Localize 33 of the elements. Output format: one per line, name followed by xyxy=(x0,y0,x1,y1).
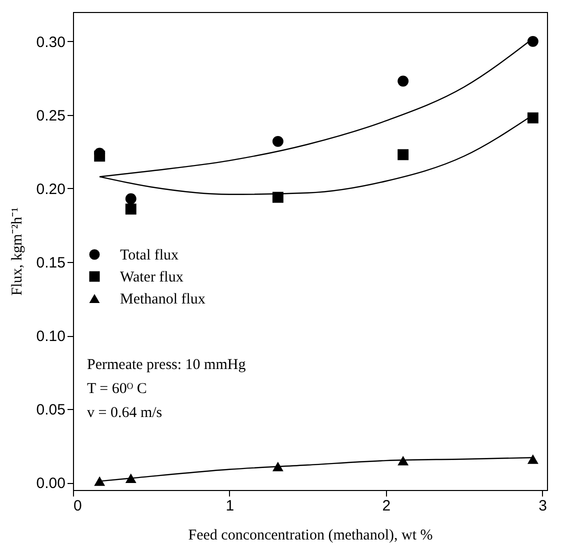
point xyxy=(398,76,409,87)
point xyxy=(272,136,284,147)
point xyxy=(527,454,538,464)
point xyxy=(272,462,284,472)
y-tick-label: 0.25 xyxy=(36,107,66,124)
annotation: Permeate press: 10 mmHg xyxy=(87,357,246,373)
y-tick-label: 0.20 xyxy=(36,180,66,198)
point xyxy=(527,112,538,124)
y-tick-label: 0.30 xyxy=(36,34,66,51)
x-tick-label: 3 xyxy=(538,498,547,514)
x-axis-title: Feed conconcentration (methanol), wt % xyxy=(188,528,433,544)
point xyxy=(398,149,409,160)
y-tick-label: 0.00 xyxy=(36,475,66,492)
x-tick-label: 2 xyxy=(382,498,391,514)
legend-label: Water flux xyxy=(120,270,184,286)
point xyxy=(398,456,409,466)
point xyxy=(94,476,106,486)
y-axis-title: Flux, kgm⁻²h⁻¹ xyxy=(9,207,26,296)
point xyxy=(125,193,136,204)
x-tick-label: 0 xyxy=(74,498,82,514)
point xyxy=(125,204,136,215)
point xyxy=(272,192,284,203)
point xyxy=(94,150,106,162)
annotation: T = 60ᴼ C xyxy=(87,381,147,397)
point xyxy=(527,36,538,47)
y-tick-label: 0.10 xyxy=(36,328,66,346)
legend-label: Methanol flux xyxy=(120,292,206,308)
x-tick-label: 1 xyxy=(226,498,234,514)
legend-label: Total flux xyxy=(120,248,180,264)
point xyxy=(125,473,136,483)
y-tick-label: 0.15 xyxy=(36,254,66,272)
y-tick-label: 0.05 xyxy=(36,402,66,419)
annotation: v = 0.64 m/s xyxy=(87,405,162,421)
